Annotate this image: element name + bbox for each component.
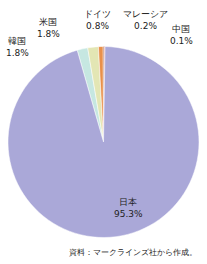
svg-text:日本95.3%: 日本95.3% xyxy=(114,197,143,219)
svg-text:マレーシア0.2%: マレーシア0.2% xyxy=(123,9,168,31)
svg-text:資料：マークラインズ社から作成。: 資料：マークラインズ社から作成。 xyxy=(69,248,197,257)
svg-text:米国1.8%: 米国1.8% xyxy=(37,17,60,39)
svg-text:ドイツ0.8%: ドイツ0.8% xyxy=(84,9,111,31)
svg-text:中国0.1%: 中国0.1% xyxy=(170,24,193,46)
svg-text:韓国1.8%: 韓国1.8% xyxy=(6,36,29,58)
